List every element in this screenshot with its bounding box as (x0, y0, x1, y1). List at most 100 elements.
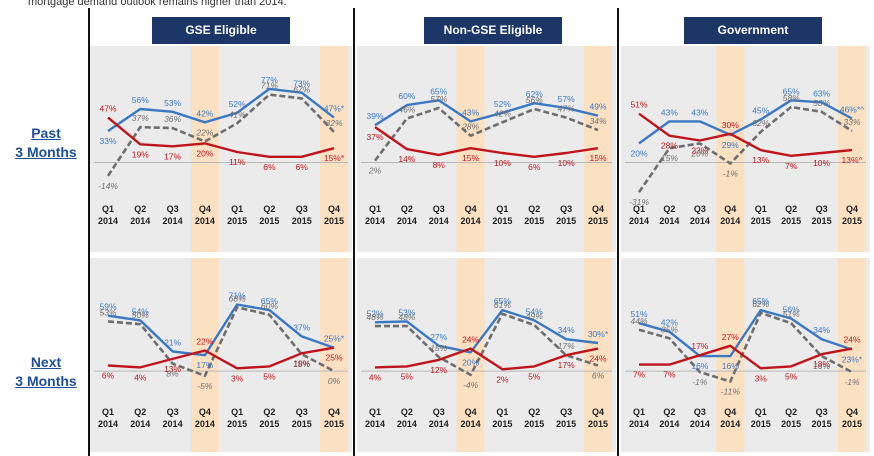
data-label-blue: 45% (752, 106, 769, 116)
q4-highlight-band (320, 258, 348, 452)
x-tick-label: Q3 2014 (163, 407, 183, 429)
data-label-red: 17% (558, 360, 575, 370)
data-label-blue: 20% (630, 148, 647, 158)
x-tick-label: Q2 2014 (130, 407, 150, 429)
data-label-gray: 37% (132, 113, 149, 123)
series-line-gray (637, 105, 853, 193)
data-label-gray: 53% (99, 307, 116, 317)
data-label-blue: 60% (398, 91, 415, 101)
data-label-red: 17% (691, 341, 708, 351)
data-label-red: 10% (494, 158, 511, 168)
series-line-blue (374, 99, 599, 127)
x-tick-label: Q4 2015 (842, 407, 862, 429)
data-label-blue: 57% (558, 94, 575, 104)
data-label-blue: 47%* (324, 104, 345, 114)
data-label-red: 15% (589, 153, 606, 163)
chart-government-next-3-months: Q1 2014 Q2 2014 Q3 2014 Q4 2014 Q1 2015 Q2 2015 Q3 20… (625, 258, 866, 452)
data-label-gray: 28% (461, 122, 479, 132)
row-label-past-line1: Past (31, 125, 61, 141)
data-label-blue: 46%*^ (840, 105, 864, 115)
data-label-red: 47% (99, 104, 116, 114)
x-tick-label: Q1 2014 (629, 407, 649, 429)
x-tick-label: Q2 2014 (130, 204, 150, 226)
data-label-blue: 39% (366, 111, 383, 121)
top-note: mortgage demand outlook remains higher t… (28, 0, 287, 8)
data-label-blue: 30%* (588, 329, 609, 339)
data-label-gray: 16% (813, 361, 830, 371)
x-tick-label: Q4 2015 (588, 407, 608, 429)
x-tick-label: Q1 2015 (751, 204, 771, 226)
data-label-gray: 61% (494, 300, 511, 310)
x-tick-label: Q3 2015 (812, 407, 832, 429)
x-tick-label: Q4 2014 (195, 204, 215, 226)
data-label-gray: 20% (690, 148, 708, 158)
x-tick-label: Q3 2015 (556, 204, 576, 226)
data-label-gray: 42% (494, 108, 511, 118)
data-label-blue: 53% (398, 307, 415, 317)
data-label-blue: 33% (99, 136, 116, 146)
data-label-gray: 53% (813, 98, 830, 108)
series-line-red (638, 112, 853, 158)
q4-highlight-band (838, 258, 866, 452)
data-label-red: 7% (663, 370, 676, 380)
x-tick-label: Q2 2014 (397, 204, 417, 226)
x-tick-label: Q3 2014 (690, 204, 710, 226)
row-label-next-line2: 3 Months (15, 373, 77, 389)
data-label-gray: 56% (526, 95, 543, 105)
data-label-red: 10% (558, 158, 575, 168)
data-label-gray: 44% (630, 316, 647, 326)
data-label-red: 2% (496, 374, 509, 384)
data-label-gray: -14% (98, 181, 118, 191)
data-label-blue: 65% (261, 296, 278, 306)
x-tick-label: Q4 2015 (324, 204, 344, 226)
data-label-gray: 57% (430, 94, 447, 104)
data-label-gray: 62% (752, 299, 769, 309)
series-line-gray (375, 312, 599, 377)
data-label-blue: 77% (261, 75, 278, 85)
data-label-gray: 48% (398, 312, 415, 322)
q4-highlight-band (716, 46, 745, 252)
panel-divider-0 (88, 8, 90, 456)
data-label-blue: 51% (630, 309, 647, 319)
data-label-red: 11% (229, 157, 246, 167)
data-label-blue: 16% (691, 361, 708, 371)
series-line-blue (374, 308, 599, 354)
data-label-blue: 56% (132, 95, 149, 105)
series-line-blue (107, 303, 335, 357)
x-tick-label: Q1 2014 (365, 204, 385, 226)
data-label-blue: 43% (661, 107, 678, 117)
series-line-gray (373, 106, 599, 162)
x-tick-label: Q3 2014 (429, 407, 449, 429)
data-label-blue: 37% (293, 322, 310, 332)
data-label-blue: 56% (783, 305, 800, 315)
data-label-blue: 65% (752, 296, 769, 306)
data-label-gray: 67% (293, 84, 310, 94)
chart-gse-eligible-next-3-months: Q1 2014 Q2 2014 Q3 2014 Q4 2014 Q1 2015 Q2 2015 Q3 20… (94, 258, 348, 452)
data-label-gray: 41% (229, 109, 246, 119)
data-label-red: 6% (102, 371, 115, 381)
data-label-blue: 52% (494, 99, 511, 109)
series-line-blue (638, 99, 853, 145)
data-label-blue: 62% (526, 89, 543, 99)
q4-highlight-band (838, 46, 866, 252)
data-label-gray: -5% (197, 381, 213, 391)
x-tick-label: Q1 2014 (98, 407, 118, 429)
series-line-red (107, 116, 335, 159)
x-tick-label: Q1 2015 (227, 407, 247, 429)
q4-highlight-band (584, 258, 612, 452)
data-label-gray: 6% (592, 371, 605, 381)
data-label-gray: -1% (723, 169, 739, 179)
row-label-next: Next 3 Months (6, 353, 86, 391)
data-label-red: 3% (755, 373, 768, 383)
header-government: Government (684, 17, 822, 44)
x-tick-label: Q4 2014 (461, 204, 481, 226)
x-tick-label: Q2 2015 (781, 204, 801, 226)
x-tick-label: Q3 2015 (292, 407, 312, 429)
data-label-gray: 51% (783, 309, 800, 319)
chart-government-past-3-months: Q1 2014 Q2 2014 Q3 2014 Q4 2014 Q1 2015 Q2 2015 Q3 20… (625, 46, 866, 252)
data-label-red: 27% (722, 332, 739, 342)
data-label-red: 13%^ (841, 155, 862, 165)
data-label-red: 37% (366, 132, 383, 142)
data-label-red: 19% (132, 149, 149, 159)
